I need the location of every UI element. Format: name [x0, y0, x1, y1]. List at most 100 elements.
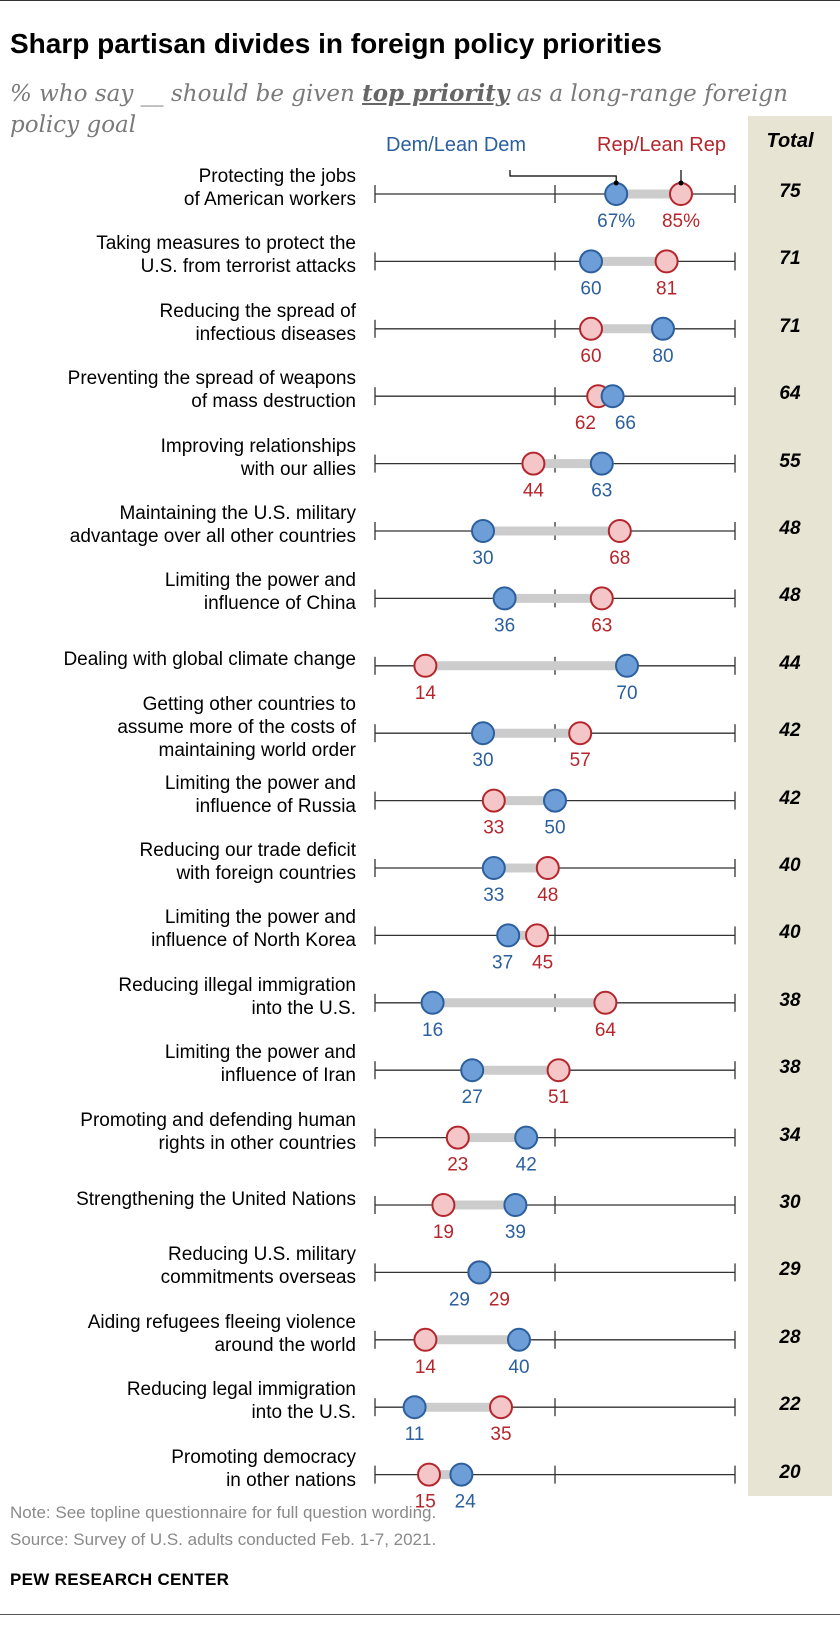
legend-leader-dem [509, 170, 617, 183]
total-value: 48 [779, 518, 801, 539]
row-label: Reducing U.S. military commitments overse… [0, 1243, 356, 1289]
rep-dot [413, 653, 438, 678]
chart-note: Note: See topline questionnaire for full… [10, 1503, 437, 1522]
rep-dot [546, 1058, 571, 1083]
dem-value-label: 11 [405, 1424, 425, 1445]
total-value: 55 [779, 450, 801, 472]
row-label-line: into the U.S. [251, 1402, 356, 1424]
dem-dot [471, 519, 495, 543]
rep-value-label: 51 [548, 1087, 569, 1108]
row-label-line: Limiting the power and [164, 1042, 356, 1064]
dem-dot [471, 721, 495, 746]
rep-value-label: 63 [591, 615, 612, 636]
total-value: 29 [779, 1259, 801, 1281]
row-label-line: Limiting the power and [164, 570, 356, 592]
dem-dot [481, 856, 506, 880]
dem-value-label: 40 [508, 1357, 529, 1378]
row-label: Taking measures to protect the U.S. from … [0, 232, 356, 278]
row-label: Reducing our trade deficit with foreign c… [0, 839, 356, 885]
total-column-background [748, 116, 832, 1496]
legend-dem: Dem/Lean Dem [386, 134, 527, 156]
dem-dot [615, 653, 639, 678]
row-label-line: in other nations [226, 1469, 356, 1491]
row-label-line: Strengthening the United Nations [76, 1188, 356, 1210]
dem-dot [496, 923, 521, 948]
legend-leader-rep-end [678, 180, 684, 186]
row-label-line: influence of China [203, 593, 356, 615]
dem-dot [402, 1395, 427, 1420]
dem-dot [467, 1260, 492, 1285]
rep-value-label: 45 [532, 952, 553, 973]
row-label-line: Limiting the power and [164, 772, 356, 794]
row-label: Limiting the power and influence of North… [0, 906, 356, 952]
rep-dot [445, 1125, 470, 1150]
total-column-header: Total [766, 130, 814, 152]
row-label-line: around the world [214, 1334, 356, 1356]
dem-value-label: 37 [492, 952, 513, 973]
rep-value-label: 85% [662, 211, 700, 232]
brand-logo-text: PEW RESEARCH CENTER [10, 1570, 230, 1589]
chart-subtitle: % who say __ should be given top priorit… [10, 78, 830, 141]
total-value: 28 [779, 1326, 801, 1348]
row-label-line: Protecting the jobs [198, 166, 356, 187]
row-label-line: Promoting democracy [171, 1446, 356, 1468]
legend-rep: Rep/Lean Rep [597, 134, 726, 156]
total-value: 34 [779, 1124, 801, 1146]
total-value: 42 [779, 720, 801, 742]
dem-dot [492, 586, 517, 611]
dem-value-label: 70 [616, 683, 637, 704]
rep-value-label: 81 [656, 278, 677, 299]
dem-dot [604, 182, 629, 206]
total-value: 71 [779, 315, 801, 337]
row-label-line: Reducing U.S. military [168, 1244, 356, 1266]
total-value: 22 [779, 1394, 801, 1416]
total-value: 64 [779, 383, 801, 405]
total-value: 38 [779, 1057, 801, 1079]
rep-dot [535, 856, 560, 880]
rep-dot [589, 586, 614, 611]
subtitle-emphasis: top priority [362, 80, 510, 107]
rep-value-label: 35 [490, 1424, 511, 1445]
row-label-line: with our allies [240, 458, 356, 480]
rep-value-label: 19 [433, 1222, 454, 1243]
row-label-line: Reducing our trade deficit [139, 840, 356, 861]
rep-value-label: 14 [415, 1357, 437, 1378]
row-label-line: Taking measures to protect the [96, 233, 356, 255]
total-value: 20 [779, 1461, 801, 1483]
rep-value-label: 68 [609, 548, 630, 569]
dem-dot [651, 316, 675, 341]
row-label: Reducing legal immigration into the U.S. [0, 1378, 356, 1424]
row-label-line: of American workers [183, 189, 356, 210]
row-label-line: Getting other countries to [142, 693, 356, 715]
row-label-line: Improving relationships [160, 435, 356, 457]
rep-dot [579, 316, 603, 341]
dem-value-label: 42 [516, 1155, 537, 1176]
total-value: 30 [779, 1192, 801, 1213]
dem-dot [543, 788, 567, 813]
row-label-line: influence of Iran [220, 1065, 356, 1087]
subtitle-text: % who say __ should be given [10, 81, 363, 107]
row-label: Aiding refugees fleeing violence around t… [0, 1311, 356, 1357]
dem-value-label: 50 [544, 818, 565, 839]
dem-dot [460, 1058, 485, 1083]
dem-value-label: 16 [422, 1020, 443, 1041]
rep-dot [654, 249, 679, 274]
row-label: Maintaining the U.S. military advantage o… [0, 502, 356, 548]
row-label-line: commitments overseas [160, 1267, 356, 1289]
rep-value-label: 48 [537, 885, 558, 906]
row-label-line: of mass destruction [191, 391, 356, 413]
rep-value-label: 15 [415, 1492, 436, 1513]
rep-dot [669, 182, 693, 206]
rep-value-label: 60 [580, 346, 601, 367]
dem-value-label: 30 [472, 548, 493, 569]
dem-value-label: 66 [615, 413, 636, 434]
rep-value-label: 62 [575, 413, 596, 434]
dem-dot [589, 451, 614, 476]
legend-leader-dem-end [613, 180, 619, 186]
row-label-line: Reducing illegal immigration [118, 974, 356, 996]
row-label-line: Preventing the spread of weapons [67, 368, 356, 390]
row-label: Preventing the spread of weapons of mass … [0, 367, 356, 413]
row-label-line: assume more of the costs of [117, 716, 356, 738]
dem-value-label: 30 [472, 750, 493, 771]
dem-value-label: 29 [449, 1289, 470, 1310]
